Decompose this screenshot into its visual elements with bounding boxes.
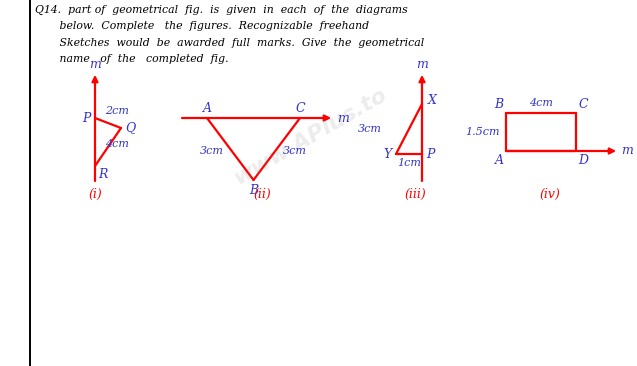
Text: R: R: [98, 168, 108, 182]
Text: (iii): (iii): [404, 187, 426, 201]
Text: 3cm: 3cm: [358, 124, 382, 134]
Text: X: X: [427, 93, 436, 107]
Text: 4cm: 4cm: [105, 139, 129, 149]
Text: m: m: [89, 59, 101, 71]
Text: name   of  the   completed  fig.: name of the completed fig.: [35, 54, 229, 64]
Text: 1cm: 1cm: [397, 158, 421, 168]
Text: D: D: [578, 153, 588, 167]
Text: 3cm: 3cm: [283, 146, 307, 156]
Text: 2cm: 2cm: [105, 106, 129, 116]
Text: P: P: [82, 112, 90, 124]
Text: 4cm: 4cm: [529, 98, 553, 108]
Text: m: m: [337, 112, 349, 124]
Text: m: m: [621, 145, 633, 157]
Text: B: B: [494, 97, 504, 111]
Text: A: A: [494, 153, 503, 167]
Text: 1.5cm: 1.5cm: [465, 127, 499, 137]
Text: www.APlus.to: www.APlus.to: [230, 84, 390, 188]
Text: (ii): (ii): [253, 187, 271, 201]
Text: Q: Q: [125, 122, 135, 134]
Text: B: B: [249, 183, 258, 197]
Text: Q14.  part of  geometrical  fig.  is  given  in  each  of  the  diagrams: Q14. part of geometrical fig. is given i…: [35, 5, 408, 15]
Text: Sketches  would  be  awarded  full  marks.  Give  the  geometrical: Sketches would be awarded full marks. Gi…: [35, 38, 424, 48]
Text: P: P: [426, 147, 434, 161]
Text: C: C: [578, 97, 588, 111]
Text: (i): (i): [88, 187, 102, 201]
Text: (iv): (iv): [540, 187, 561, 201]
Text: A: A: [203, 101, 211, 115]
Text: Y: Y: [383, 147, 391, 161]
Text: m: m: [416, 59, 428, 71]
Text: below.  Complete   the  figures.  Recognizable  freehand: below. Complete the figures. Recognizabl…: [35, 21, 369, 31]
Text: C: C: [295, 101, 305, 115]
Text: 3cm: 3cm: [200, 146, 224, 156]
